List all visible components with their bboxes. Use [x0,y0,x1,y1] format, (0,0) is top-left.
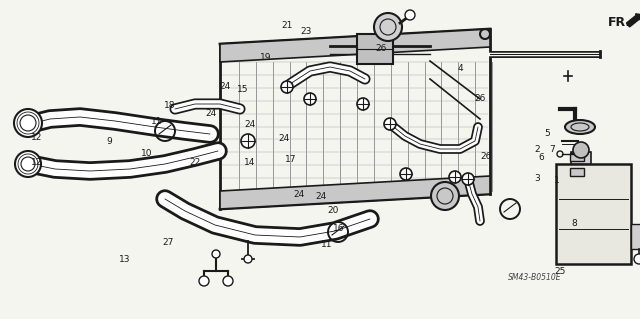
FancyArrow shape [627,14,640,27]
Text: 22: 22 [189,158,201,167]
Circle shape [573,142,589,158]
Text: 3: 3 [535,174,540,183]
Text: 26: 26 [481,152,492,161]
Circle shape [431,182,459,210]
Circle shape [223,276,233,286]
Circle shape [405,10,415,20]
Text: 26: 26 [474,94,486,103]
Bar [570,168,584,176]
Text: 24: 24 [316,192,327,201]
Text: 24: 24 [205,109,217,118]
Text: SM43-B0510E: SM43-B0510E [508,272,562,281]
Circle shape [357,98,369,110]
Text: 5: 5 [545,130,550,138]
Text: 23: 23 [300,27,312,36]
Text: 11: 11 [321,240,332,249]
Bar [556,164,631,264]
Text: 24: 24 [220,82,231,91]
Circle shape [212,250,220,258]
Bar [357,34,393,64]
Bar [570,153,584,161]
Text: 4: 4 [458,64,463,73]
Circle shape [281,81,293,93]
Text: FR.: FR. [608,17,631,29]
Circle shape [244,255,252,263]
Ellipse shape [565,120,595,134]
Text: 21: 21 [281,21,292,30]
Text: 18: 18 [164,101,175,110]
Text: 16: 16 [333,224,345,233]
Text: 2: 2 [535,145,540,154]
Circle shape [462,173,474,185]
Circle shape [374,13,402,41]
Text: 8: 8 [572,219,577,228]
Text: 17: 17 [285,155,297,164]
Circle shape [634,254,640,264]
Text: 12: 12 [31,133,43,142]
Circle shape [384,118,396,130]
Circle shape [14,109,42,137]
Circle shape [449,171,461,183]
Text: 12: 12 [31,158,43,167]
Text: 1: 1 [554,176,559,185]
Circle shape [304,93,316,105]
Text: 25: 25 [554,267,566,276]
Bar [571,152,591,164]
Text: 10: 10 [141,149,153,158]
Circle shape [15,151,41,177]
Text: 19: 19 [260,53,271,62]
Text: 13: 13 [119,256,131,264]
Polygon shape [220,29,490,62]
Bar [631,224,640,249]
Circle shape [400,168,412,180]
Text: 7: 7 [550,145,555,154]
Text: 14: 14 [244,158,255,167]
Text: 24: 24 [278,134,289,143]
Text: 24: 24 [293,190,305,199]
Text: 24: 24 [244,120,255,129]
Text: 9: 9 [106,137,111,146]
Text: 20: 20 [327,206,339,215]
Text: 15: 15 [237,85,249,94]
Text: 26: 26 [375,44,387,53]
Polygon shape [220,176,490,209]
Circle shape [199,276,209,286]
Circle shape [241,134,255,148]
Text: 6: 6 [538,153,543,162]
Text: 11: 11 [151,117,163,126]
Text: 27: 27 [162,238,173,247]
